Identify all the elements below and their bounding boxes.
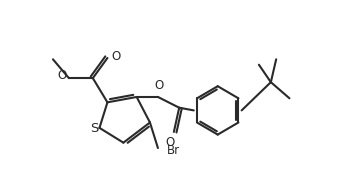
Text: Br: Br: [167, 144, 180, 157]
Text: O: O: [111, 50, 120, 63]
Text: O: O: [58, 70, 67, 83]
Text: O: O: [154, 79, 163, 92]
Text: O: O: [165, 136, 175, 149]
Text: S: S: [90, 122, 99, 135]
